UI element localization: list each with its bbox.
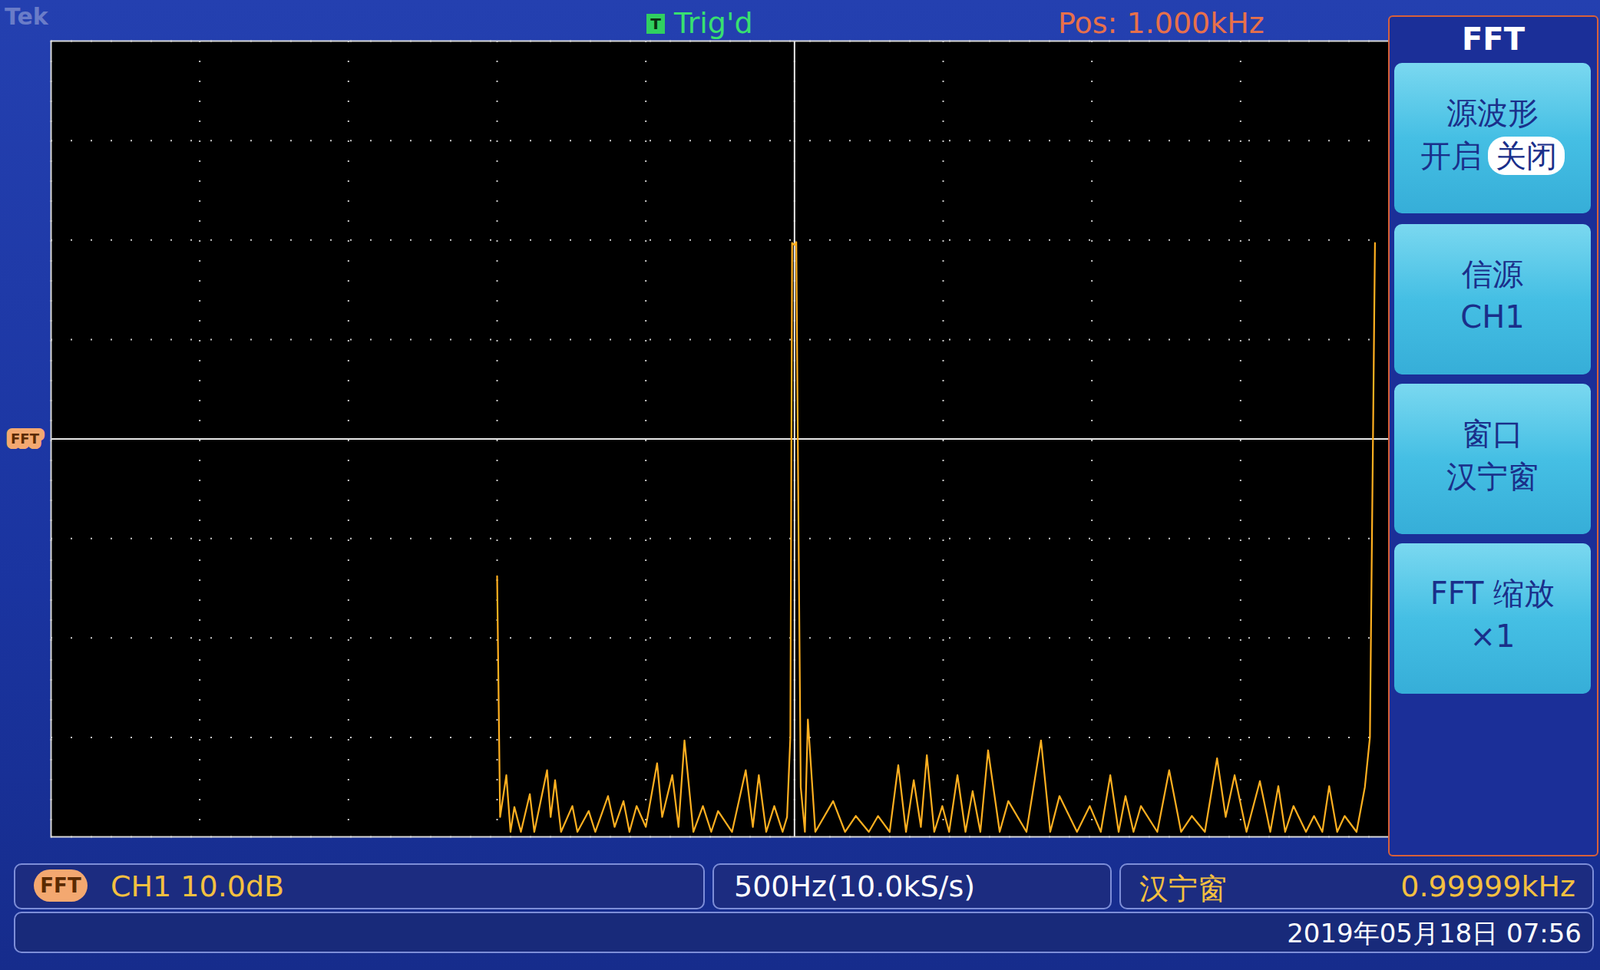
html-text:Pos: 1.000kHz: Pos: 1.000kHz bbox=[1057, 6, 1265, 40]
html-text:窗口: 窗口 bbox=[1461, 416, 1524, 452]
html-text:信源: 信源 bbox=[1461, 256, 1524, 292]
html-text:CH1: CH1 bbox=[1460, 299, 1525, 335]
html-text:汉宁窗: 汉宁窗 bbox=[1139, 872, 1227, 906]
html-text:×1: ×1 bbox=[1469, 618, 1516, 655]
html-text:开启: 开启 bbox=[1420, 138, 1482, 174]
html-text:汉宁窗: 汉宁窗 bbox=[1446, 459, 1539, 495]
html-text:关闭: 关闭 bbox=[1495, 138, 1558, 174]
html-text:源波形: 源波形 bbox=[1446, 95, 1539, 131]
svg-text:FFT: FFT bbox=[10, 430, 40, 447]
html-text:Tek: Tek bbox=[4, 3, 49, 30]
html-text:2019年05月18日 07:56: 2019年05月18日 07:56 bbox=[1286, 918, 1582, 949]
html-text:FFT: FFT bbox=[40, 874, 82, 898]
html-text:Trig'd: Trig'd bbox=[674, 6, 753, 40]
html-text:T: T bbox=[650, 14, 661, 34]
html-text:FFT 缩放: FFT 缩放 bbox=[1430, 575, 1555, 612]
html-text:0.99999kHz: 0.99999kHz bbox=[1400, 869, 1576, 904]
html-text:CH1 10.0dB: CH1 10.0dB bbox=[110, 869, 285, 904]
html-text:FFT: FFT bbox=[1461, 21, 1525, 57]
html-text:500Hz(10.0kS/s): 500Hz(10.0kS/s) bbox=[733, 869, 976, 904]
